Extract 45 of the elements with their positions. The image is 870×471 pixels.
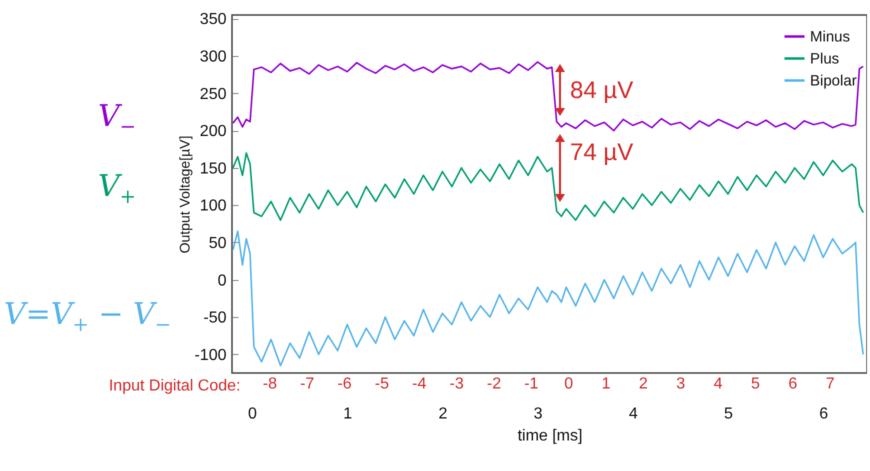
x2-tick-label: -4 — [412, 376, 426, 392]
legend-label: Bipolar — [810, 72, 857, 90]
x-tick-label: 0 — [248, 406, 258, 422]
y-tick-label: 0 — [218, 272, 227, 290]
y-tick-label: 150 — [200, 160, 227, 178]
y-tick-label: 350 — [200, 11, 227, 28]
x-tick-label: 2 — [438, 406, 448, 422]
x-tick-label: 5 — [724, 406, 734, 422]
x2-tick-label: -7 — [300, 376, 314, 392]
y-tick-label: 100 — [200, 198, 227, 215]
y-tick-label: -50 — [203, 310, 227, 327]
legend-label: Minus — [810, 28, 850, 46]
x2-tick-label: -8 — [262, 376, 278, 392]
x2-axis-title: Input Digital Code: — [108, 378, 240, 394]
x-tick-label: 1 — [343, 406, 352, 422]
y-tick-label: 250 — [200, 86, 227, 103]
text: V$_{−}$ — [98, 99, 136, 138]
annotation: 74 µV — [570, 139, 634, 166]
x2-tick-label: 1 — [602, 376, 611, 392]
x2-tick-label: 4 — [714, 376, 723, 392]
text: V=V$_{+}$ − V$_{−}$ — [4, 297, 172, 336]
y-axis-title: Output Voltage[µV] — [176, 136, 192, 254]
y-tick-label: 200 — [200, 123, 227, 140]
legend-label: Plus — [810, 50, 840, 68]
x2-tick-label: 5 — [750, 376, 760, 392]
x2-tick-label: 7 — [826, 376, 835, 392]
text: V$_{+}$ — [98, 169, 136, 208]
y-tick-label: 50 — [208, 234, 227, 252]
x2-tick-label: 6 — [788, 376, 798, 392]
annotation: 84 µV — [570, 77, 634, 104]
x-axis-title: time [ms] — [518, 428, 582, 444]
x-tick-label: 6 — [819, 406, 828, 422]
y-tick-label: -100 — [194, 346, 227, 364]
x2-tick-label: -2 — [486, 376, 502, 392]
x2-tick-label: -5 — [374, 376, 390, 392]
x2-tick-label: 3 — [676, 376, 686, 392]
x2-tick-label: 2 — [638, 376, 648, 392]
line-series — [232, 230, 864, 366]
x2-tick-label: 0 — [564, 376, 574, 392]
x-tick-label: 3 — [534, 406, 543, 422]
x-tick-label: 4 — [628, 406, 638, 422]
x2-tick-label: -3 — [450, 376, 464, 392]
x2-tick-label: -6 — [337, 376, 352, 392]
y-tick-label: 300 — [200, 48, 227, 66]
x2-tick-label: -1 — [524, 376, 539, 392]
